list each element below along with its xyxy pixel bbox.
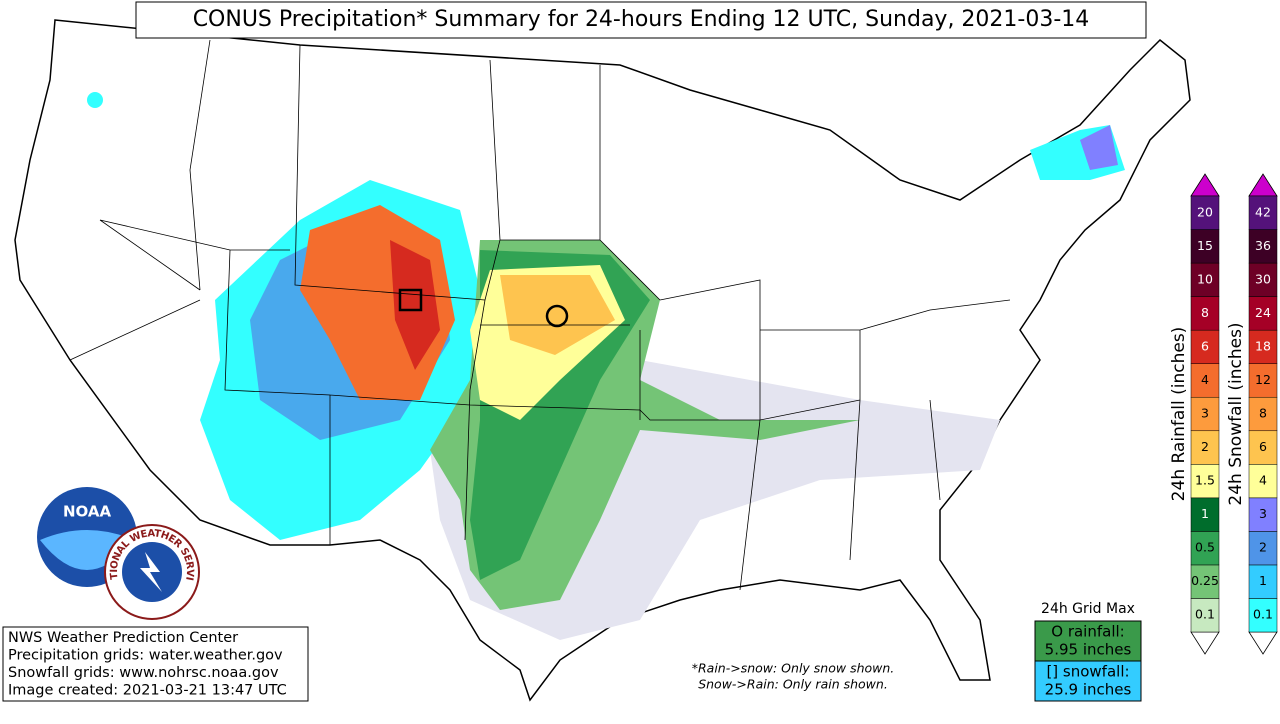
colorbar-tick-label: 24 — [1255, 305, 1271, 320]
credit-line: NWS Weather Prediction Center — [8, 630, 238, 646]
snow-max-box — [1034, 660, 1142, 702]
colorbar-tick-label: 20 — [1197, 204, 1213, 219]
colorbar-tick-label: 1 — [1201, 506, 1209, 521]
color-cell — [1190, 497, 1220, 532]
credit-line: Image created: 2021-03-21 13:47 UTC — [8, 683, 287, 699]
colorbar-tick-label: 1 — [1259, 573, 1267, 588]
color-cell — [1248, 262, 1278, 297]
color-cell — [1248, 363, 1278, 398]
title-box — [135, 1, 1147, 39]
colorbar-tick-label: 30 — [1255, 271, 1271, 286]
colorbar-tick-label: 6 — [1201, 338, 1209, 353]
color-cell — [1190, 363, 1220, 398]
under-triangle — [1190, 631, 1220, 655]
max-rain-marker — [545, 304, 569, 328]
colorbar-tick-label: 1.5 — [1195, 473, 1215, 488]
footnote-line: *Rain->snow: Only snow shown. — [692, 661, 895, 676]
rain-max-value: 5.95 inches — [1045, 641, 1132, 659]
colorbar-tick-label: 4 — [1201, 372, 1209, 387]
snow-area — [1080, 125, 1118, 170]
title: CONUS Precipitation* Summary for 24-hour… — [193, 7, 1090, 32]
rain-max-box — [1034, 620, 1142, 662]
legends: 0.1 0.25 0.5 1 1.5 2 3 4 6 8 10 15 20 24h Rainfall (i… — [1169, 173, 1278, 655]
colorbar-tick-label: 18 — [1255, 338, 1271, 353]
color-cell — [1190, 430, 1220, 465]
noaa-text: NOAA — [63, 503, 112, 521]
credits: NWS Weather Prediction Center Precipitati… — [8, 630, 287, 699]
rain-max-label: O rainfall: — [1051, 623, 1124, 641]
colorbar-tick-label: 0.1 — [1253, 607, 1273, 622]
color-cell — [1190, 564, 1220, 599]
colorbar-tick-label: 12 — [1255, 372, 1271, 387]
footnote-line: Snow->Rain: Only rain shown. — [698, 677, 888, 692]
colorbar-tick-label: 3 — [1259, 506, 1267, 521]
max-snow-marker — [398, 288, 423, 312]
snow-max-label: [] snowfall: — [1046, 663, 1129, 681]
colorbar-tick-label: 8 — [1201, 305, 1209, 320]
credit-line: Snowfall grids: www.nohrsc.noaa.gov — [8, 665, 279, 681]
color-cell — [1248, 531, 1278, 566]
colorbar-tick-label: 2 — [1201, 439, 1209, 454]
color-cell — [1190, 396, 1220, 432]
colorbar-tick-label: 3 — [1201, 406, 1209, 421]
over-triangle — [1248, 173, 1278, 197]
colorbar-tick-label: 6 — [1259, 439, 1267, 454]
credit-line: Precipitation grids: water.weather.gov — [8, 648, 283, 664]
rain-area — [500, 275, 615, 355]
under-triangle — [1248, 631, 1278, 655]
colorbar-tick-label: 10 — [1197, 271, 1213, 286]
color-cell — [1190, 598, 1220, 633]
colorbar-tick-label: 0.1 — [1195, 607, 1215, 622]
color-cell — [1190, 262, 1220, 297]
colorbar-label: 24h Snowfall (inches) — [1226, 322, 1246, 505]
colorbar-tick-label: 15 — [1197, 238, 1213, 253]
color-cell — [1248, 564, 1278, 599]
color-cell — [1248, 195, 1278, 230]
colorbar-label: 24h Rainfall (inches) — [1169, 327, 1189, 502]
color-cell — [1190, 464, 1220, 499]
snow-max-value: 25.9 inches — [1045, 681, 1132, 699]
colorbar-tick-label: 36 — [1255, 238, 1271, 253]
colorbar-tick-label: 0.25 — [1191, 573, 1219, 588]
over-triangle — [1190, 173, 1220, 197]
footnote: *Rain->snow: Only snow shown.Snow->Rain:… — [692, 661, 895, 692]
colorbar-tick-label: 8 — [1259, 406, 1267, 421]
colorbar-tick-label: 0.5 — [1195, 540, 1215, 555]
color-cell — [1190, 329, 1220, 364]
basemap — [14, 19, 1191, 702]
color-cell — [1190, 531, 1220, 566]
grid-max-title: 24h Grid Max — [1041, 601, 1135, 617]
credits-box — [2, 626, 309, 702]
snow-area — [87, 92, 103, 108]
color-cell — [1248, 497, 1278, 532]
color-cell — [1190, 195, 1220, 230]
color-cell — [1248, 229, 1278, 264]
nws-bolt — [140, 552, 162, 592]
color-cell — [1190, 296, 1220, 331]
colorbar-tick-label: 4 — [1259, 473, 1267, 488]
colorbar-tick-label: 42 — [1255, 204, 1271, 219]
color-cell — [1248, 296, 1278, 331]
color-cell — [1190, 229, 1220, 264]
snow-heavy — [390, 240, 440, 370]
precip-areas — [87, 92, 1125, 640]
colorbar-tick-label: 2 — [1259, 540, 1267, 555]
